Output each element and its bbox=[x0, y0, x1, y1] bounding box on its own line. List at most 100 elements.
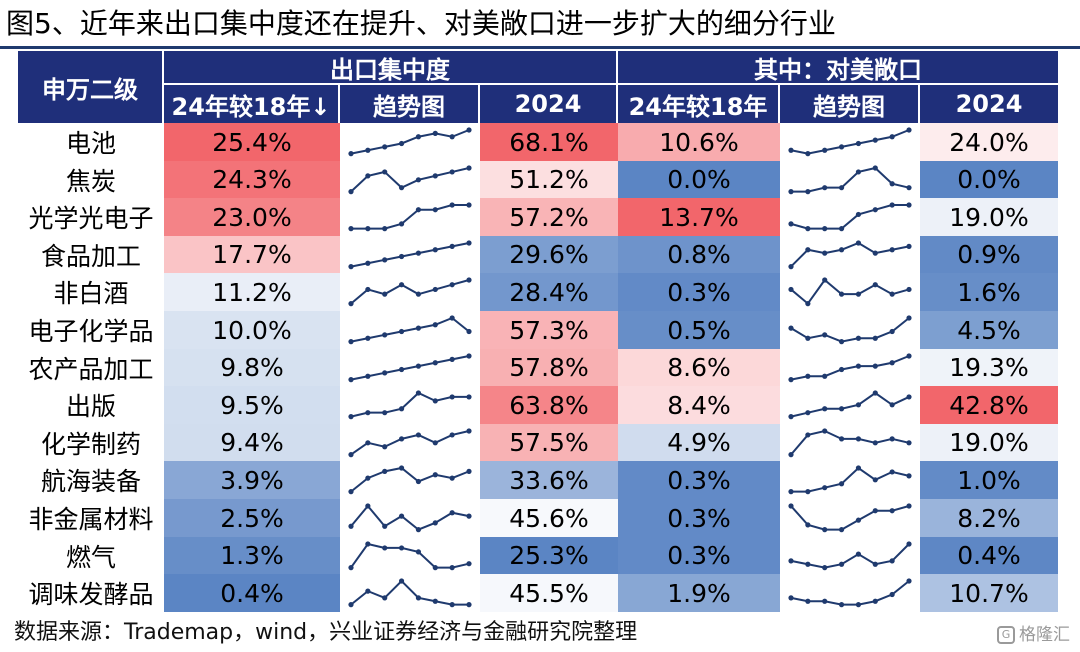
g2-trend-sparkline-point bbox=[822, 226, 828, 232]
g2-trend-sparkline-point bbox=[906, 184, 912, 190]
g2-trend-sparkline-point bbox=[889, 134, 895, 140]
row-name: 光学光电子 bbox=[28, 204, 154, 234]
g1-trend-sparkline-point bbox=[449, 432, 455, 438]
g2-trend-sparkline-point bbox=[805, 335, 811, 341]
g2-trend-sparkline bbox=[788, 240, 912, 269]
g1-trend-sparkline-point bbox=[382, 595, 388, 601]
g1-trend-sparkline-point bbox=[365, 287, 371, 293]
g2-trend-sparkline-point bbox=[855, 436, 862, 442]
g2-2024-value: 42.8% bbox=[920, 386, 1058, 425]
g2-trend-sparkline-point bbox=[889, 508, 895, 514]
g2-trend-sparkline-point bbox=[906, 540, 912, 547]
g2-trend-sparkline-point bbox=[805, 598, 811, 605]
g1-trend-sparkline-point bbox=[365, 172, 371, 179]
g2-trend-sparkline-point bbox=[855, 465, 862, 471]
g1-trend-sparkline-line bbox=[350, 504, 470, 531]
header-row-label: 申万二级 bbox=[18, 51, 164, 123]
g2-2024-value: 19.3% bbox=[920, 348, 1058, 387]
g1-2024-value: 25.3% bbox=[480, 536, 618, 575]
g2-trend-sparkline-point bbox=[838, 184, 845, 190]
g1-change-value: 0.4% bbox=[164, 574, 340, 613]
g2-trend-sparkline bbox=[788, 390, 912, 420]
g2-trend-sparkline-point bbox=[805, 188, 811, 194]
g1-trend-sparkline-point bbox=[466, 602, 472, 608]
g2-trend-sparkline-point bbox=[855, 551, 862, 557]
g1-change-value: 24.3% bbox=[164, 160, 340, 199]
g1-trend-sparkline-point bbox=[398, 282, 405, 288]
g1-trend-sparkline-point bbox=[398, 544, 405, 551]
g1-2024-value: 57.2% bbox=[480, 198, 618, 237]
g2-trend-sparkline-line bbox=[791, 166, 910, 193]
g2-trend-sparkline-point bbox=[805, 151, 811, 157]
g2-trend-sparkline-point bbox=[889, 592, 895, 598]
g2-trend-sparkline-point bbox=[872, 335, 878, 341]
g1-2024-value: 33.6% bbox=[480, 461, 618, 500]
watermark-text: 格隆汇 bbox=[1019, 625, 1070, 645]
g2-2024-value: 1.6% bbox=[920, 273, 1058, 312]
g2-trend-sparkline-point bbox=[906, 127, 912, 133]
row-name: 电池 bbox=[65, 129, 116, 159]
g2-trend-sparkline-point bbox=[906, 439, 912, 446]
g1-trend-sparkline bbox=[348, 240, 472, 269]
g1-trend-sparkline-point bbox=[365, 439, 371, 446]
g2-trend-sparkline-point bbox=[855, 168, 862, 175]
g2-trend-sparkline-point bbox=[838, 602, 845, 608]
g1-trend-sparkline-point bbox=[432, 439, 438, 446]
g2-trend-sparkline bbox=[788, 503, 912, 533]
header-group-export-concentration: 出口集中度 bbox=[164, 51, 618, 85]
g1-trend-sparkline bbox=[348, 127, 472, 157]
g2-trend-sparkline-point bbox=[788, 557, 794, 564]
g2-2024-value: 19.0% bbox=[920, 423, 1058, 462]
g1-trend-sparkline-point bbox=[365, 540, 371, 547]
g2-trend-sparkline-point bbox=[788, 376, 794, 382]
g1-trend-sparkline-point bbox=[449, 356, 455, 362]
g2-trend-sparkline-point bbox=[855, 140, 862, 147]
g2-trend-sparkline-point bbox=[822, 147, 828, 153]
g1-trend-sparkline-point bbox=[449, 510, 455, 516]
g2-trend-sparkline-point bbox=[889, 557, 895, 564]
g1-2024-value: 45.6% bbox=[480, 499, 618, 538]
g1-trend-sparkline-point bbox=[449, 168, 455, 175]
chart-title: 图5、近年来出口集中度还在提升、对美敞口进一步扩大的细分行业 bbox=[6, 7, 836, 40]
g2-trend-sparkline-line bbox=[790, 505, 910, 531]
g2-change-value: 1.9% bbox=[618, 574, 780, 613]
g1-trend-sparkline-line bbox=[350, 542, 470, 569]
g1-trend-sparkline bbox=[348, 578, 472, 608]
g1-trend-sparkline-point bbox=[365, 147, 371, 153]
g1-change-value: 23.0% bbox=[164, 198, 340, 237]
g2-trend-sparkline bbox=[788, 465, 912, 495]
g2-trend-sparkline-point bbox=[889, 328, 895, 335]
g2-trend-sparkline bbox=[788, 127, 912, 157]
data-table: 申万二级 出口集中度 其中：对美敞口 24年较18年↓ 趋势图 2024 24年… bbox=[0, 51, 1080, 615]
g2-trend-sparkline-point bbox=[872, 561, 878, 567]
g2-trend-sparkline-point bbox=[805, 301, 811, 307]
g1-trend-sparkline-point bbox=[415, 325, 422, 331]
g2-change-value: 8.4% bbox=[618, 386, 780, 425]
g2-trend-sparkline-point bbox=[822, 564, 828, 570]
g2-trend-sparkline-point bbox=[872, 390, 878, 396]
g1-2024-value: 57.8% bbox=[480, 348, 618, 387]
g1-trend-sparkline-point bbox=[398, 140, 405, 147]
g1-trend-sparkline-point bbox=[365, 335, 371, 341]
g1-trend-sparkline-point bbox=[348, 602, 354, 608]
row-name: 非金属材料 bbox=[28, 505, 154, 535]
g2-2024-value: 0.9% bbox=[920, 235, 1058, 274]
g2-trend-sparkline-point bbox=[872, 508, 878, 514]
g2-trend-sparkline bbox=[788, 428, 912, 457]
g2-trend-sparkline-line bbox=[790, 542, 910, 569]
g2-trend-sparkline-point bbox=[872, 363, 878, 369]
g1-trend-sparkline bbox=[348, 503, 472, 533]
g1-change-value: 9.4% bbox=[164, 423, 340, 462]
g2-trend-sparkline-point bbox=[822, 184, 828, 190]
g1-trend-sparkline-point bbox=[466, 328, 472, 335]
g1-change-value: 17.7% bbox=[164, 235, 340, 274]
g2-trend-sparkline-point bbox=[822, 406, 828, 412]
g1-2024-value: 68.1% bbox=[480, 123, 618, 162]
g2-trend-sparkline-line bbox=[790, 278, 910, 306]
header-col-g2-change: 24年较18年 bbox=[618, 85, 780, 123]
g2-trend-sparkline-point bbox=[805, 246, 811, 253]
g1-trend-sparkline-point bbox=[415, 390, 422, 396]
g1-trend-sparkline-point bbox=[348, 414, 354, 420]
g1-trend-sparkline bbox=[348, 202, 472, 232]
g1-trend-sparkline-point bbox=[348, 451, 354, 457]
